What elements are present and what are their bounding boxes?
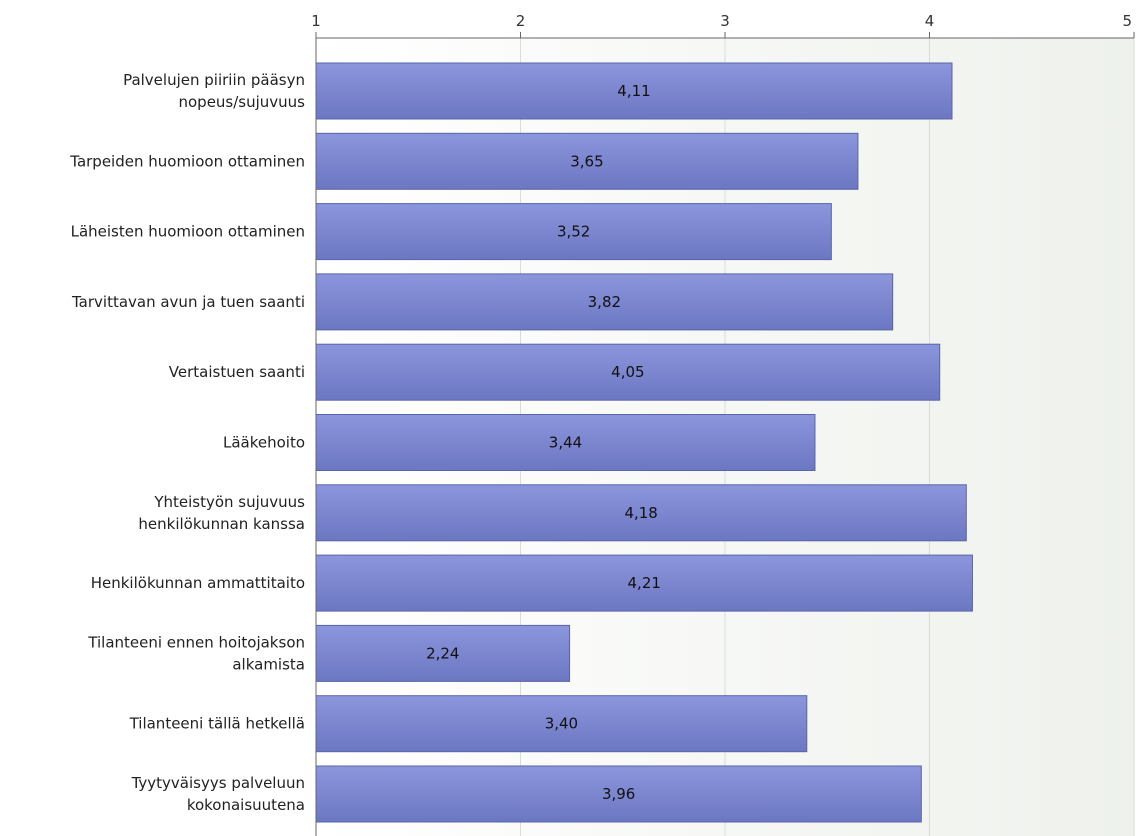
category-label: henkilökunnan kanssa <box>138 515 305 533</box>
category-label: Tarpeiden huomioon ottaminen <box>69 152 305 170</box>
bar <box>315 624 571 682</box>
x-tick-label: 2 <box>516 12 526 30</box>
category-label: Tarvittavan avun ja tuen saanti <box>71 293 305 311</box>
category-label: Vertaistuen saanti <box>169 363 305 381</box>
category-label: kokonaisuutena <box>187 796 305 814</box>
category-label: Tyytyväisyys palveluun <box>131 774 305 792</box>
x-tick-label: 4 <box>925 12 935 30</box>
category-label: Tilanteeni ennen hoitojakson <box>87 633 305 651</box>
category-label: alkamista <box>232 655 305 673</box>
bar-value-label: 3,52 <box>557 223 590 241</box>
category-labels: Palvelujen piiriin pääsyn nopeus/sujuvuus… <box>69 71 305 814</box>
bar-value-label: 4,05 <box>611 363 644 381</box>
bar <box>315 203 832 261</box>
bar-value-label: 3,65 <box>570 152 603 170</box>
category-label: Palvelujen piiriin pääsyn <box>123 71 305 89</box>
bar-value-label: 3,44 <box>549 434 582 452</box>
bar <box>315 554 973 612</box>
bar <box>315 343 941 401</box>
x-tick-label: 3 <box>720 12 730 30</box>
bar <box>315 132 859 190</box>
x-axis-ticks: 1 2 3 4 5 <box>311 12 1135 38</box>
category-label: nopeus/sujuvuus <box>178 93 305 111</box>
x-tick-label: 1 <box>311 12 321 30</box>
bar-value-label: 3,40 <box>545 715 578 733</box>
bar <box>315 414 816 471</box>
x-tick-label: 5 <box>1122 12 1132 30</box>
bar <box>315 273 894 331</box>
bar-value-label: 3,82 <box>588 293 621 311</box>
category-label: Läheisten huomioon ottaminen <box>71 223 305 241</box>
category-label: Henkilökunnan ammattitaito <box>91 574 305 592</box>
category-label: Yhteistyön sujuvuus <box>153 493 305 511</box>
bar-value-label: 4,21 <box>628 574 661 592</box>
bar-value-label: 4,11 <box>617 82 650 100</box>
bar <box>315 765 922 823</box>
bar <box>315 695 808 753</box>
bar <box>315 62 953 120</box>
category-label: Lääkehoito <box>223 434 305 452</box>
bar-value-label: 4,18 <box>624 504 657 522</box>
bar <box>315 484 967 542</box>
bars: 4,11 3,65 3,52 3,82 4,05 3,44 4,18 4,21 2,24 3,40… <box>315 62 973 823</box>
category-label: Tilanteeni tällä hetkellä <box>129 715 305 733</box>
bar-value-label: 3,96 <box>602 785 635 803</box>
bar-value-label: 2,24 <box>426 644 459 662</box>
